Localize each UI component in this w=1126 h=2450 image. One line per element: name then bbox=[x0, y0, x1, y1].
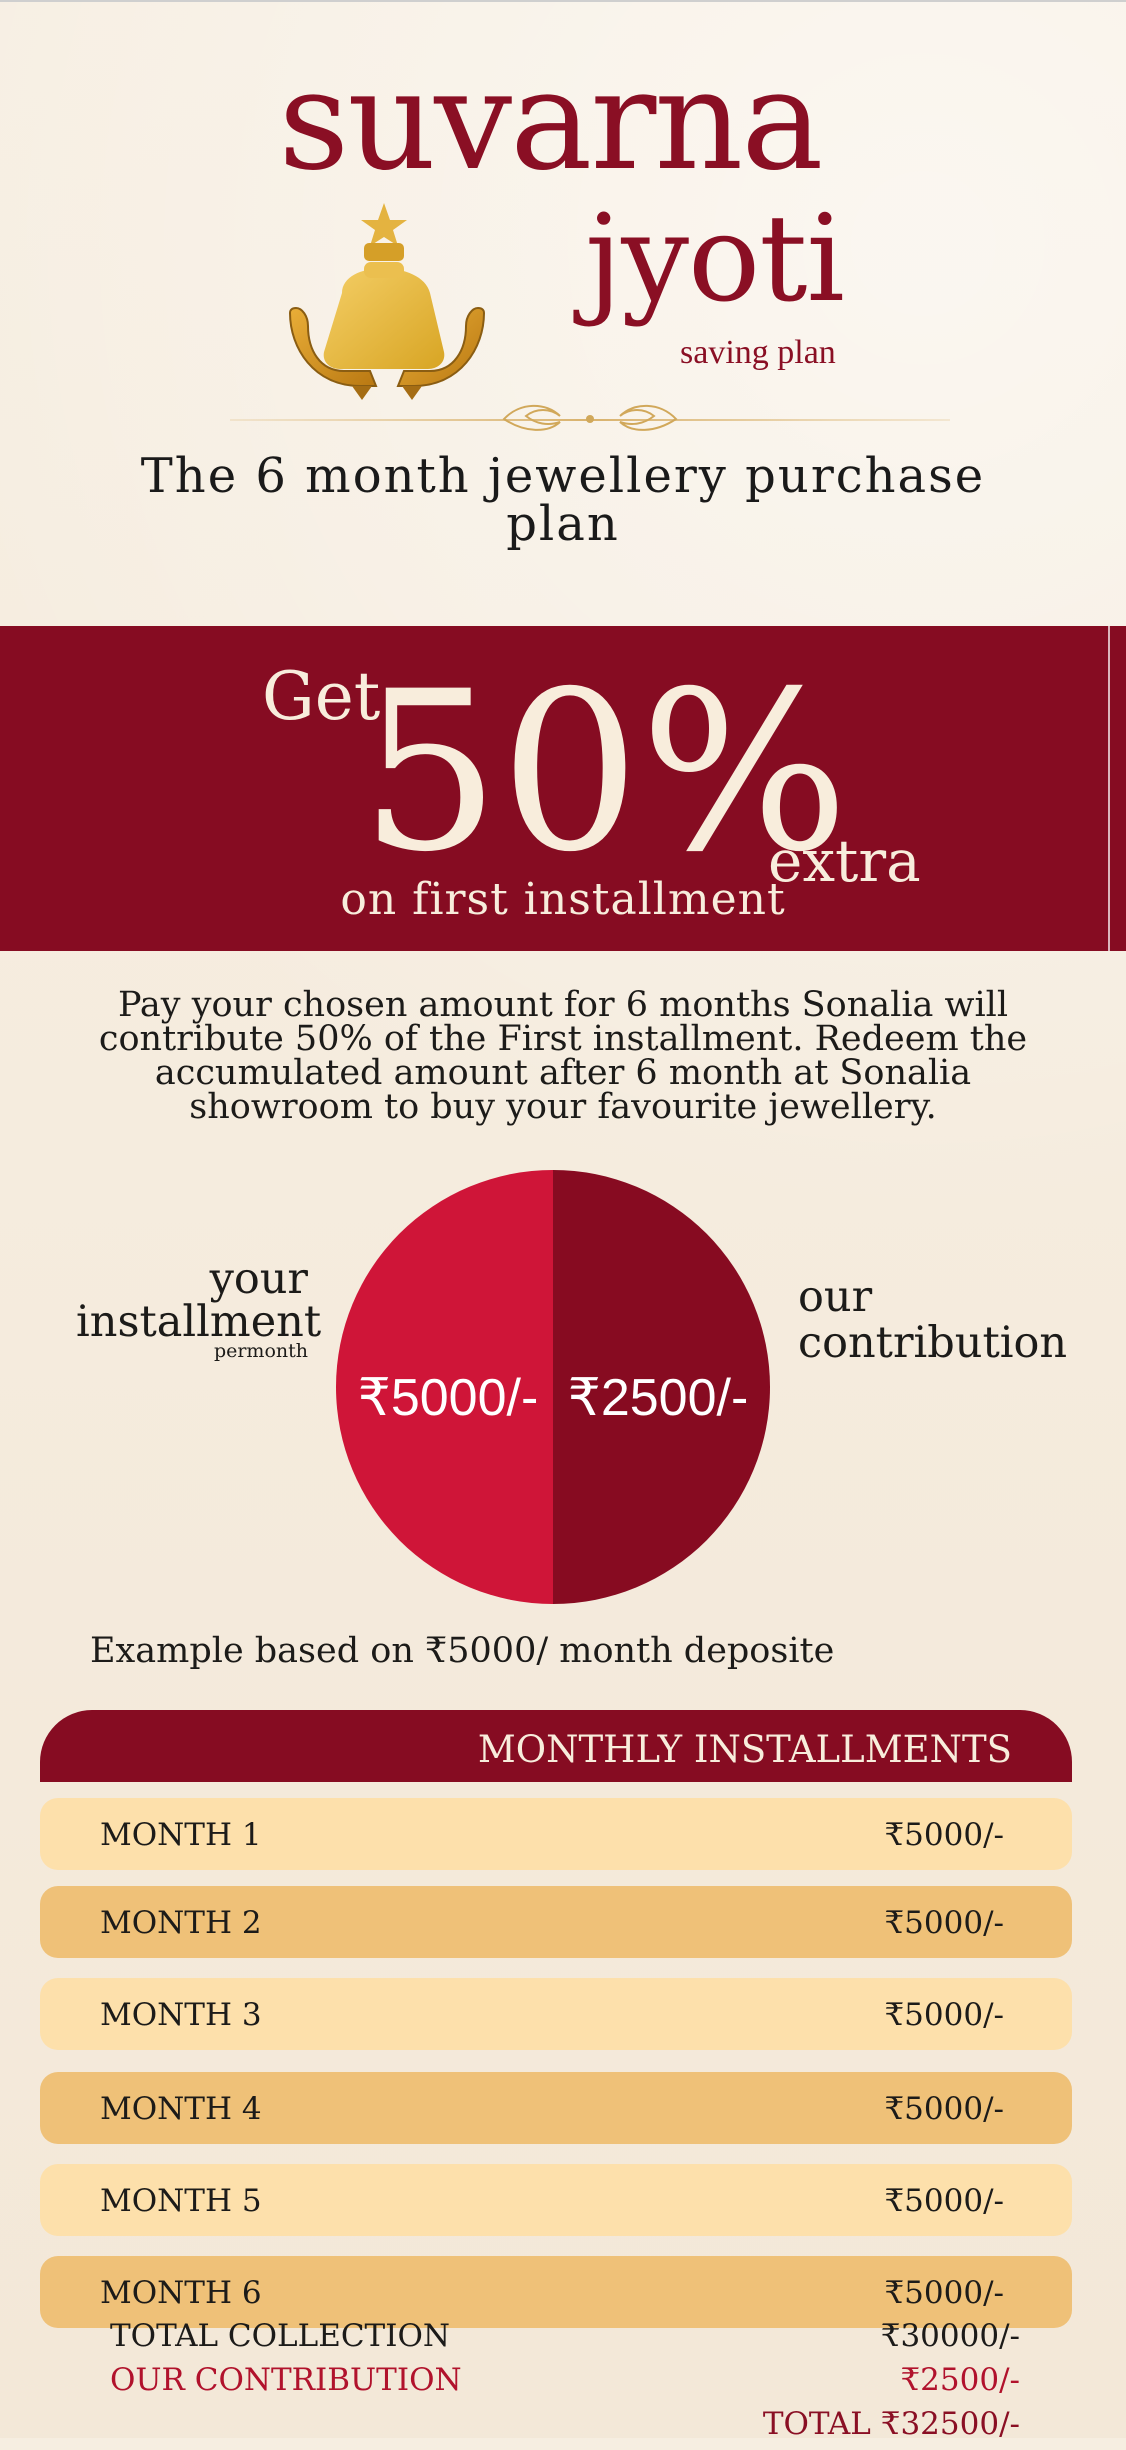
contribution-label-contribution: contribution bbox=[798, 1318, 1068, 1369]
total-row: TOTAL ₹32500/- bbox=[110, 2406, 1020, 2450]
plan-title: The 6 month jewellery purchase plan bbox=[140, 448, 986, 552]
our-contribution-value: ₹2500/- bbox=[900, 2362, 1020, 2398]
month-label-5: MONTH 5 bbox=[100, 2183, 262, 2219]
pot-hands-icon bbox=[288, 203, 486, 400]
contribution-pie-value: ₹2500/- bbox=[568, 1369, 749, 1427]
installment-label-your: your bbox=[209, 1254, 308, 1304]
installment-label-permonth: permonth bbox=[213, 1340, 308, 1362]
subbrand-jyoti: jyoti bbox=[585, 190, 845, 329]
month-value-3: ₹5000/- bbox=[884, 1997, 1004, 2033]
month-row-5: MONTH 5 ₹5000/- bbox=[40, 2164, 1072, 2236]
month-value-4: ₹5000/- bbox=[884, 2091, 1004, 2127]
example-text: Example based on ₹5000/ month deposite bbox=[90, 1631, 835, 1671]
saving-plan-label: saving plan bbox=[680, 334, 836, 371]
installment-label-installment: installment bbox=[76, 1297, 322, 1347]
total-value: TOTAL ₹32500/- bbox=[762, 2406, 1020, 2442]
our-contribution-label: OUR CONTRIBUTION bbox=[110, 2362, 462, 2398]
total-collection-label: TOTAL COLLECTION bbox=[110, 2318, 451, 2354]
month-label-1: MONTH 1 bbox=[100, 1817, 262, 1853]
month-label-2: MONTH 2 bbox=[100, 1905, 262, 1941]
month-row-2: MONTH 2 ₹5000/- bbox=[40, 1886, 1072, 1958]
month-row-4: MONTH 4 ₹5000/- bbox=[40, 2072, 1072, 2144]
month-label-4: MONTH 4 bbox=[100, 2091, 262, 2127]
month-value-5: ₹5000/- bbox=[884, 2183, 1004, 2219]
month-row-1: MONTH 1 ₹5000/- bbox=[40, 1798, 1072, 1870]
month-value-6: ₹5000/- bbox=[884, 2275, 1004, 2311]
monthly-installments-title: MONTHLY INSTALLMENTS bbox=[477, 1728, 1012, 1771]
month-row-3: MONTH 3 ₹5000/- bbox=[40, 1978, 1072, 2050]
offer-banner: Get 50% extra on first installment bbox=[0, 626, 1126, 951]
offer-get-label: Get bbox=[262, 658, 381, 735]
month-label-6: MONTH 6 bbox=[100, 2275, 262, 2311]
ornamental-divider-icon bbox=[230, 404, 950, 431]
month-value-2: ₹5000/- bbox=[884, 1905, 1004, 1941]
monthly-installments-header: MONTHLY INSTALLMENTS bbox=[40, 1710, 1072, 1782]
total-collection-row: TOTAL COLLECTION ₹30000/- bbox=[110, 2318, 1020, 2362]
offer-extra-label: extra bbox=[768, 827, 921, 895]
summary-section: TOTAL COLLECTION ₹30000/- OUR CONTRIBUTI… bbox=[110, 2318, 1020, 2450]
month-label-3: MONTH 3 bbox=[100, 1997, 262, 2033]
plan-description: Pay your chosen amount for 6 months Sona… bbox=[98, 985, 1028, 1127]
total-collection-value: ₹30000/- bbox=[880, 2318, 1020, 2354]
contribution-label-our: our bbox=[798, 1272, 873, 1322]
our-contribution-row: OUR CONTRIBUTION ₹2500/- bbox=[110, 2362, 1020, 2406]
offer-installment-label: on first installment bbox=[340, 874, 786, 925]
month-row-6: MONTH 6 ₹5000/- bbox=[40, 2256, 1072, 2328]
contribution-pie-slice bbox=[553, 1170, 770, 1604]
brand-name: suvarna bbox=[278, 40, 823, 201]
installment-pie-value: ₹5000/- bbox=[358, 1369, 539, 1427]
contribution-pie-chart: ₹5000/- ₹2500/- bbox=[336, 1170, 770, 1604]
offer-percent-value: 50% bbox=[360, 644, 849, 900]
installment-pie-slice bbox=[336, 1170, 553, 1604]
contribution-label-group: our contribution bbox=[798, 1274, 1068, 1367]
top-border-line bbox=[0, 0, 1126, 2]
month-value-1: ₹5000/- bbox=[884, 1817, 1004, 1853]
installment-label-group: your installment permonth bbox=[76, 1254, 322, 1362]
